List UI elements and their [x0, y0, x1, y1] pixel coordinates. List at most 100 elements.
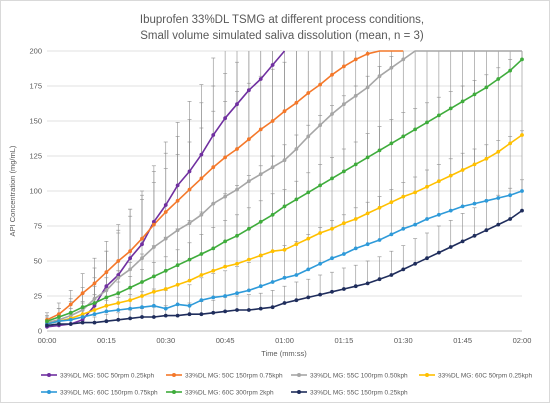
data-point — [199, 252, 204, 256]
data-point — [68, 322, 73, 326]
data-point — [56, 312, 61, 317]
data-point — [211, 295, 216, 300]
data-point — [413, 261, 418, 266]
data-point — [187, 187, 192, 192]
data-point — [45, 319, 49, 324]
data-point — [235, 233, 239, 238]
y-tick-labels: 0 25 50 75 100 125 150 175 200 — [29, 47, 42, 336]
data-point — [223, 264, 228, 269]
y-tick-label: 75 — [34, 222, 42, 231]
data-point — [377, 74, 382, 79]
data-point — [448, 106, 453, 111]
data-point — [282, 109, 287, 114]
data-point — [258, 127, 263, 132]
data-point — [80, 308, 85, 312]
x-tick-label: 01:00 — [275, 336, 294, 345]
data-point — [353, 162, 358, 167]
data-point — [223, 294, 228, 298]
data-point — [330, 256, 334, 261]
legend-swatch-marker — [297, 390, 301, 394]
data-point — [163, 306, 168, 311]
data-point — [448, 245, 453, 249]
legend-label: 33%DL MG: 50C 50rpm 0.25kph — [60, 372, 154, 379]
data-point — [104, 319, 109, 324]
y-tick-label: 25 — [34, 292, 42, 301]
data-point — [151, 219, 156, 224]
chart-title-line-1: Ibuprofen 33%DL TSMG at different proces… — [140, 14, 424, 26]
data-point — [116, 259, 121, 263]
data-point — [80, 312, 85, 317]
data-point — [341, 221, 346, 226]
data-point — [436, 212, 441, 217]
data-point — [270, 280, 275, 284]
data-point — [377, 277, 382, 282]
data-point — [56, 319, 61, 324]
data-point — [128, 285, 133, 290]
data-point — [460, 239, 465, 244]
data-point — [128, 249, 133, 254]
data-point — [258, 253, 263, 258]
series-markers — [45, 51, 524, 329]
x-tick-label: 01:30 — [394, 336, 413, 345]
data-point — [496, 196, 501, 200]
data-point — [306, 295, 311, 300]
data-point — [211, 165, 216, 170]
data-point — [282, 275, 287, 280]
x-tick-label: 01:45 — [453, 336, 472, 345]
legend-label: 33%DL MG: 55C 100rpm 0.50kph — [310, 372, 408, 379]
data-point — [128, 306, 133, 311]
data-point — [270, 305, 275, 310]
data-point — [223, 116, 228, 121]
data-point — [199, 298, 204, 303]
y-tick-label: 175 — [29, 82, 42, 91]
data-point — [282, 301, 287, 305]
data-point — [258, 284, 263, 289]
data-point — [223, 155, 228, 160]
data-point — [246, 257, 251, 262]
y-tick-label: 150 — [29, 117, 42, 126]
data-point — [472, 162, 477, 167]
data-point — [140, 256, 144, 261]
data-point — [484, 198, 489, 203]
data-point — [365, 51, 370, 56]
legend-item: 33%DL MG: 50C 150rpm 0.75kph — [166, 372, 283, 379]
data-point — [151, 274, 156, 279]
legend-label: 33%DL MG: 60C 300rpm 2kph — [185, 389, 274, 396]
data-point — [413, 222, 418, 227]
data-point — [330, 176, 334, 181]
data-point — [104, 284, 109, 289]
data-point — [68, 313, 73, 318]
data-point — [163, 203, 168, 207]
data-point — [496, 77, 501, 81]
legend-swatch-marker — [47, 390, 51, 394]
legend-item: 33%DL MG: 60C 150rpm 0.75kph — [41, 389, 158, 396]
data-point — [246, 288, 251, 293]
data-point — [104, 288, 109, 293]
legend-swatch-marker — [425, 373, 429, 377]
data-point — [199, 312, 204, 317]
data-point — [484, 85, 489, 90]
data-point — [425, 120, 429, 125]
data-point — [140, 236, 144, 241]
data-point — [80, 315, 85, 319]
data-point — [140, 280, 144, 284]
data-point — [448, 173, 453, 178]
legend-swatch-marker — [297, 373, 301, 377]
data-point — [116, 273, 121, 277]
data-point — [80, 320, 85, 325]
data-point — [128, 298, 133, 303]
data-point — [318, 292, 323, 297]
data-point — [401, 267, 406, 272]
x-tick-label: 00:45 — [216, 336, 235, 345]
data-point — [330, 289, 334, 294]
data-point — [92, 281, 97, 286]
data-point — [235, 261, 239, 266]
data-point — [187, 221, 192, 226]
legend-label: 33%DL MG: 55C 150rpm 0.25kph — [310, 389, 408, 396]
data-point — [341, 287, 346, 291]
legend-item: 33%DL MG: 60C 50rpm 0.25kph — [419, 372, 532, 379]
data-point — [377, 238, 382, 242]
data-point — [140, 305, 144, 310]
data-point — [472, 233, 477, 238]
legend-item: 33%DL MG: 55C 150rpm 0.25kph — [291, 389, 408, 396]
